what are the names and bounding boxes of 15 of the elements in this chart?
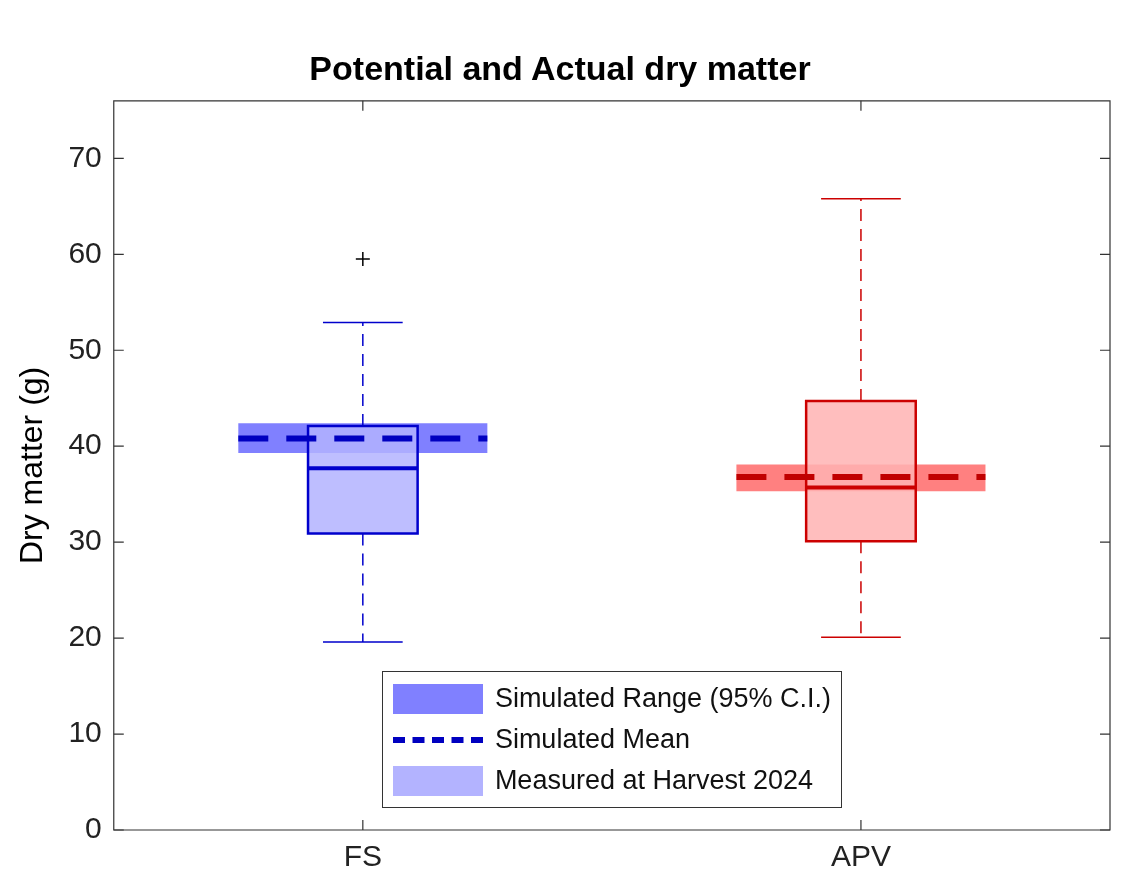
legend-label: Simulated Mean xyxy=(494,724,690,755)
y-tick-label: 20 xyxy=(68,619,102,653)
y-tick-label: 60 xyxy=(68,235,102,269)
legend-label: Measured at Harvest 2024 xyxy=(494,765,814,796)
legend-label: Simulated Range (95% C.I.) xyxy=(494,683,832,714)
x-tick-label: FS xyxy=(343,839,382,873)
y-tick-label: 10 xyxy=(68,715,102,749)
y-tick-label: 50 xyxy=(68,331,102,365)
x-tick-label: APV xyxy=(830,839,891,873)
chart-title: Potential and Actual dry matter xyxy=(309,48,811,87)
y-tick-label: 40 xyxy=(68,427,102,461)
y-tick-label: 70 xyxy=(68,139,102,173)
y-tick-label: 30 xyxy=(68,523,102,557)
y-tick-label: 0 xyxy=(85,811,102,845)
y-axis-title: Dry matter (g) xyxy=(13,366,50,565)
